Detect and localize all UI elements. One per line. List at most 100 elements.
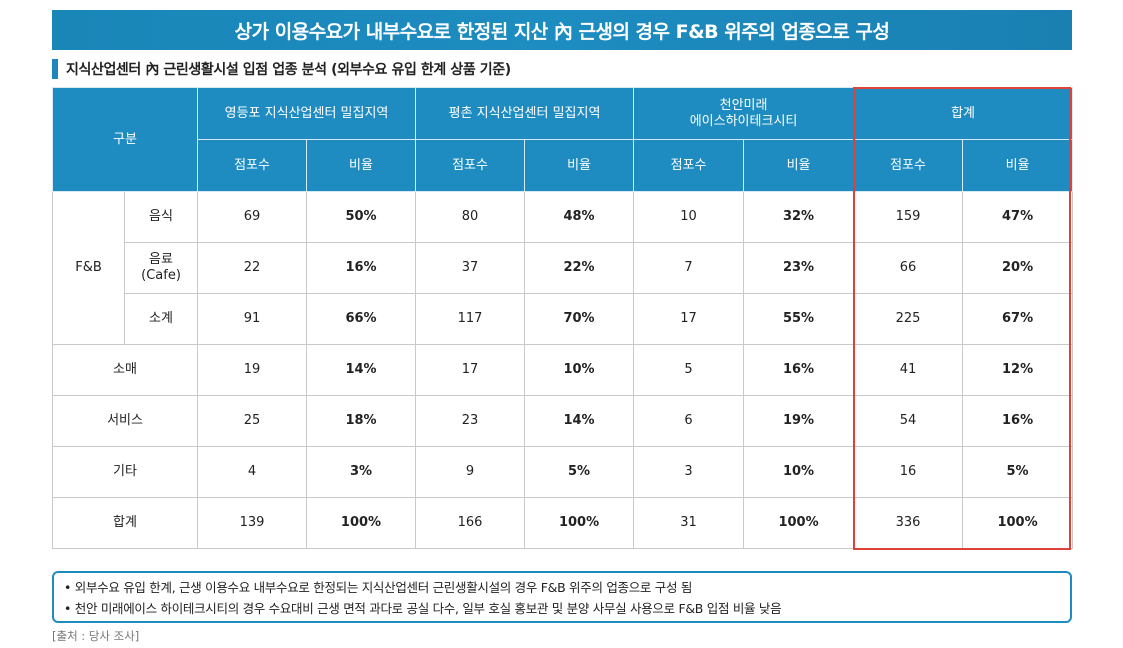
row-label: 합계: [51, 497, 199, 549]
store-analysis-table: 구분 영등포 지식산업센터 밀집지역 평촌 지식산업센터 밀집지역 천안미래 에…: [51, 87, 1074, 549]
header-ratio: 비율: [743, 139, 855, 192]
row-label: 음식: [123, 191, 199, 243]
cell: 14%: [524, 395, 635, 447]
header-row-metrics: 점포수 비율 점포수 비율 점포수 비율 점포수 비율: [53, 139, 1074, 192]
cell: 9: [415, 446, 526, 498]
cell: 91: [197, 293, 308, 345]
header-category: 구분: [51, 87, 199, 192]
cell: 117: [415, 293, 526, 345]
cell: 50%: [306, 191, 417, 243]
section-bullet-bar: [52, 59, 58, 79]
cell: 12%: [962, 344, 1074, 396]
header-ratio: 비율: [306, 139, 417, 192]
cell: 19: [197, 344, 308, 396]
row-label: 음료 (Cafe): [123, 242, 199, 294]
row-label: 기타: [51, 446, 199, 498]
header-cheonan-line2: 에이스하이테크시티: [689, 113, 798, 129]
header-cheonan-line1: 천안미래: [719, 97, 768, 113]
header-total: 합계: [853, 87, 1074, 140]
cell: 70%: [524, 293, 635, 345]
cell: 41: [853, 344, 964, 396]
cell: 67%: [962, 293, 1074, 345]
cell: 6: [633, 395, 745, 447]
cell: 5%: [962, 446, 1074, 498]
page-banner: 상가 이용수요가 내부수요로 한정된 지산 內 근생의 경우 F&B 위주의 업…: [52, 10, 1072, 50]
cell: 20%: [962, 242, 1074, 294]
table-row-total: 합계 139 100% 166 100% 31 100% 336 100%: [51, 497, 1074, 549]
cell: 100%: [524, 497, 635, 549]
cell: 19%: [743, 395, 855, 447]
cell: 100%: [743, 497, 855, 549]
table-row-food: F&B 음식 69 50% 80 48% 10 32% 159 47%: [52, 191, 1074, 345]
cell: 66%: [306, 293, 417, 345]
cell: 336: [853, 497, 964, 549]
header-count: 점포수: [853, 139, 964, 192]
source-caption: [출처 : 당사 조사]: [52, 629, 140, 643]
row-label: 소매: [51, 344, 199, 396]
row-label-line2: (Cafe): [141, 268, 181, 283]
row-label-line1: 음료: [149, 252, 173, 268]
cell: 54: [853, 395, 964, 447]
header-count: 점포수: [415, 139, 526, 192]
header-count: 점포수: [633, 139, 745, 192]
cell: 3: [633, 446, 745, 498]
cell: 25: [197, 395, 308, 447]
cell: 14%: [306, 344, 417, 396]
cell: 166: [415, 497, 526, 549]
section-title-text: 지식산업센터 內 근린생활시설 입점 업종 분석 (외부수요 유입 한계 상품 …: [66, 62, 511, 78]
cell: 23%: [743, 242, 855, 294]
banner-title: 상가 이용수요가 내부수요로 한정된 지산 內 근생의 경우 F&B 위주의 업…: [234, 20, 890, 43]
cell: 31: [633, 497, 745, 549]
cell: 139: [197, 497, 308, 549]
cell: 16%: [306, 242, 417, 294]
cell: 23: [415, 395, 526, 447]
cell: 32%: [743, 191, 855, 243]
cell: 7: [633, 242, 745, 294]
cell: 16%: [743, 344, 855, 396]
header-cheonan: 천안미래 에이스하이테크시티: [633, 87, 855, 140]
cell: 100%: [962, 497, 1074, 549]
cell: 159: [853, 191, 964, 243]
cell: 22: [197, 242, 308, 294]
cell: 100%: [306, 497, 417, 549]
header-ratio: 비율: [524, 139, 635, 192]
cell: 37: [415, 242, 526, 294]
cell: 55%: [743, 293, 855, 345]
header-row-groups: 구분 영등포 지식산업센터 밀집지역 평촌 지식산업센터 밀집지역 천안미래 에…: [51, 87, 1074, 192]
table-row-other: 기타 4 3% 9 5% 3 10% 16 5%: [51, 446, 1074, 498]
row-label: 소계: [123, 293, 199, 345]
cell: 48%: [524, 191, 635, 243]
cell: 17: [415, 344, 526, 396]
cell: 18%: [306, 395, 417, 447]
header-ratio: 비율: [962, 139, 1074, 192]
cell: 225: [853, 293, 964, 345]
cell: 47%: [962, 191, 1074, 243]
cell: 5%: [524, 446, 635, 498]
table-row-drink: 음료 (Cafe) 22 16% 37 22% 7 23% 66 20%: [53, 242, 1074, 294]
cell: 3%: [306, 446, 417, 498]
cell: 16%: [962, 395, 1074, 447]
cell: 22%: [524, 242, 635, 294]
cell: 4: [197, 446, 308, 498]
cell: 80: [415, 191, 526, 243]
table-row-subtotal: 소계 91 66% 117 70% 17 55% 225 67%: [53, 293, 1074, 345]
row-group-fb: F&B: [52, 191, 125, 345]
header-count: 점포수: [197, 139, 308, 192]
section-title: 지식산업센터 內 근린생활시설 입점 업종 분석 (외부수요 유입 한계 상품 …: [52, 58, 511, 80]
table-row-retail: 소매 19 14% 17 10% 5 16% 41 12%: [51, 344, 1074, 396]
header-pyeongchon: 평촌 지식산업센터 밀집지역: [415, 87, 635, 140]
table-row-service: 서비스 25 18% 23 14% 6 19% 54 16%: [51, 395, 1074, 447]
cell: 66: [853, 242, 964, 294]
cell: 69: [197, 191, 308, 243]
cell: 10%: [743, 446, 855, 498]
cell: 17: [633, 293, 745, 345]
notes-box: • 외부수요 유입 한계, 근생 이용수요 내부수요로 한정되는 지식산업센터 …: [52, 571, 1072, 623]
cell: 10: [633, 191, 745, 243]
cell: 5: [633, 344, 745, 396]
cell: 10%: [524, 344, 635, 396]
row-label: 서비스: [51, 395, 199, 447]
header-yeongdeungpo: 영등포 지식산업센터 밀집지역: [197, 87, 417, 140]
note-line: • 외부수요 유입 한계, 근생 이용수요 내부수요로 한정되는 지식산업센터 …: [64, 580, 693, 595]
note-line: • 천안 미래에이스 하이테크시티의 경우 수요대비 근생 면적 과다로 공실 …: [64, 601, 782, 616]
cell: 16: [853, 446, 964, 498]
